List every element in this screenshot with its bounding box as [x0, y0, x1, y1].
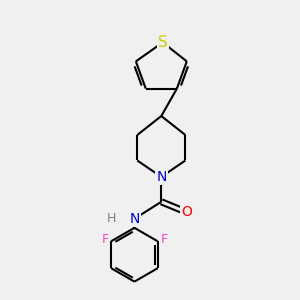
Text: S: S: [158, 35, 168, 50]
Text: H: H: [107, 212, 116, 225]
Text: N: N: [129, 212, 140, 226]
Text: N: N: [156, 170, 166, 184]
Text: O: O: [182, 205, 192, 219]
Text: F: F: [101, 233, 109, 246]
Text: F: F: [160, 233, 167, 246]
